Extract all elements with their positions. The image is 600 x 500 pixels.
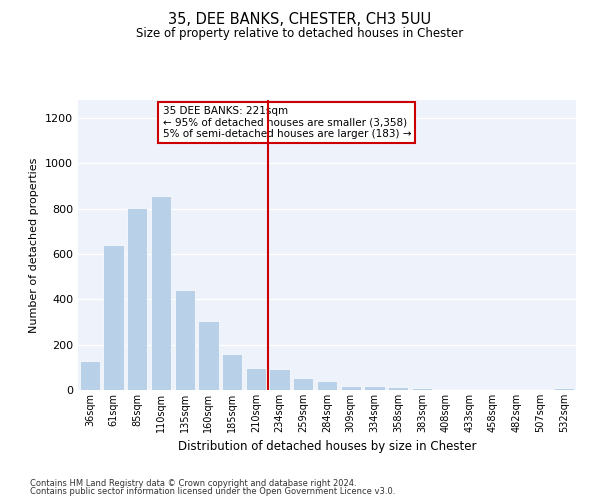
Bar [554,388,574,390]
Text: Size of property relative to detached houses in Chester: Size of property relative to detached ho… [136,28,464,40]
Y-axis label: Number of detached properties: Number of detached properties [29,158,40,332]
Bar [341,386,361,390]
Bar [175,290,195,390]
Text: Contains HM Land Registry data © Crown copyright and database right 2024.: Contains HM Land Registry data © Crown c… [30,478,356,488]
Bar [436,389,455,390]
Bar [222,354,242,390]
Bar [317,381,337,390]
Bar [269,369,290,390]
Text: 35 DEE BANKS: 221sqm
← 95% of detached houses are smaller (3,358)
5% of semi-det: 35 DEE BANKS: 221sqm ← 95% of detached h… [163,106,411,139]
Bar [412,388,432,390]
Bar [246,368,266,390]
Bar [103,246,124,390]
Bar [364,386,385,390]
Bar [80,360,100,390]
Bar [127,208,148,390]
Bar [151,196,171,390]
Bar [293,378,313,390]
X-axis label: Distribution of detached houses by size in Chester: Distribution of detached houses by size … [178,440,476,454]
Bar [388,386,408,390]
Bar [199,321,218,390]
Text: 35, DEE BANKS, CHESTER, CH3 5UU: 35, DEE BANKS, CHESTER, CH3 5UU [169,12,431,28]
Text: Contains public sector information licensed under the Open Government Licence v3: Contains public sector information licen… [30,487,395,496]
